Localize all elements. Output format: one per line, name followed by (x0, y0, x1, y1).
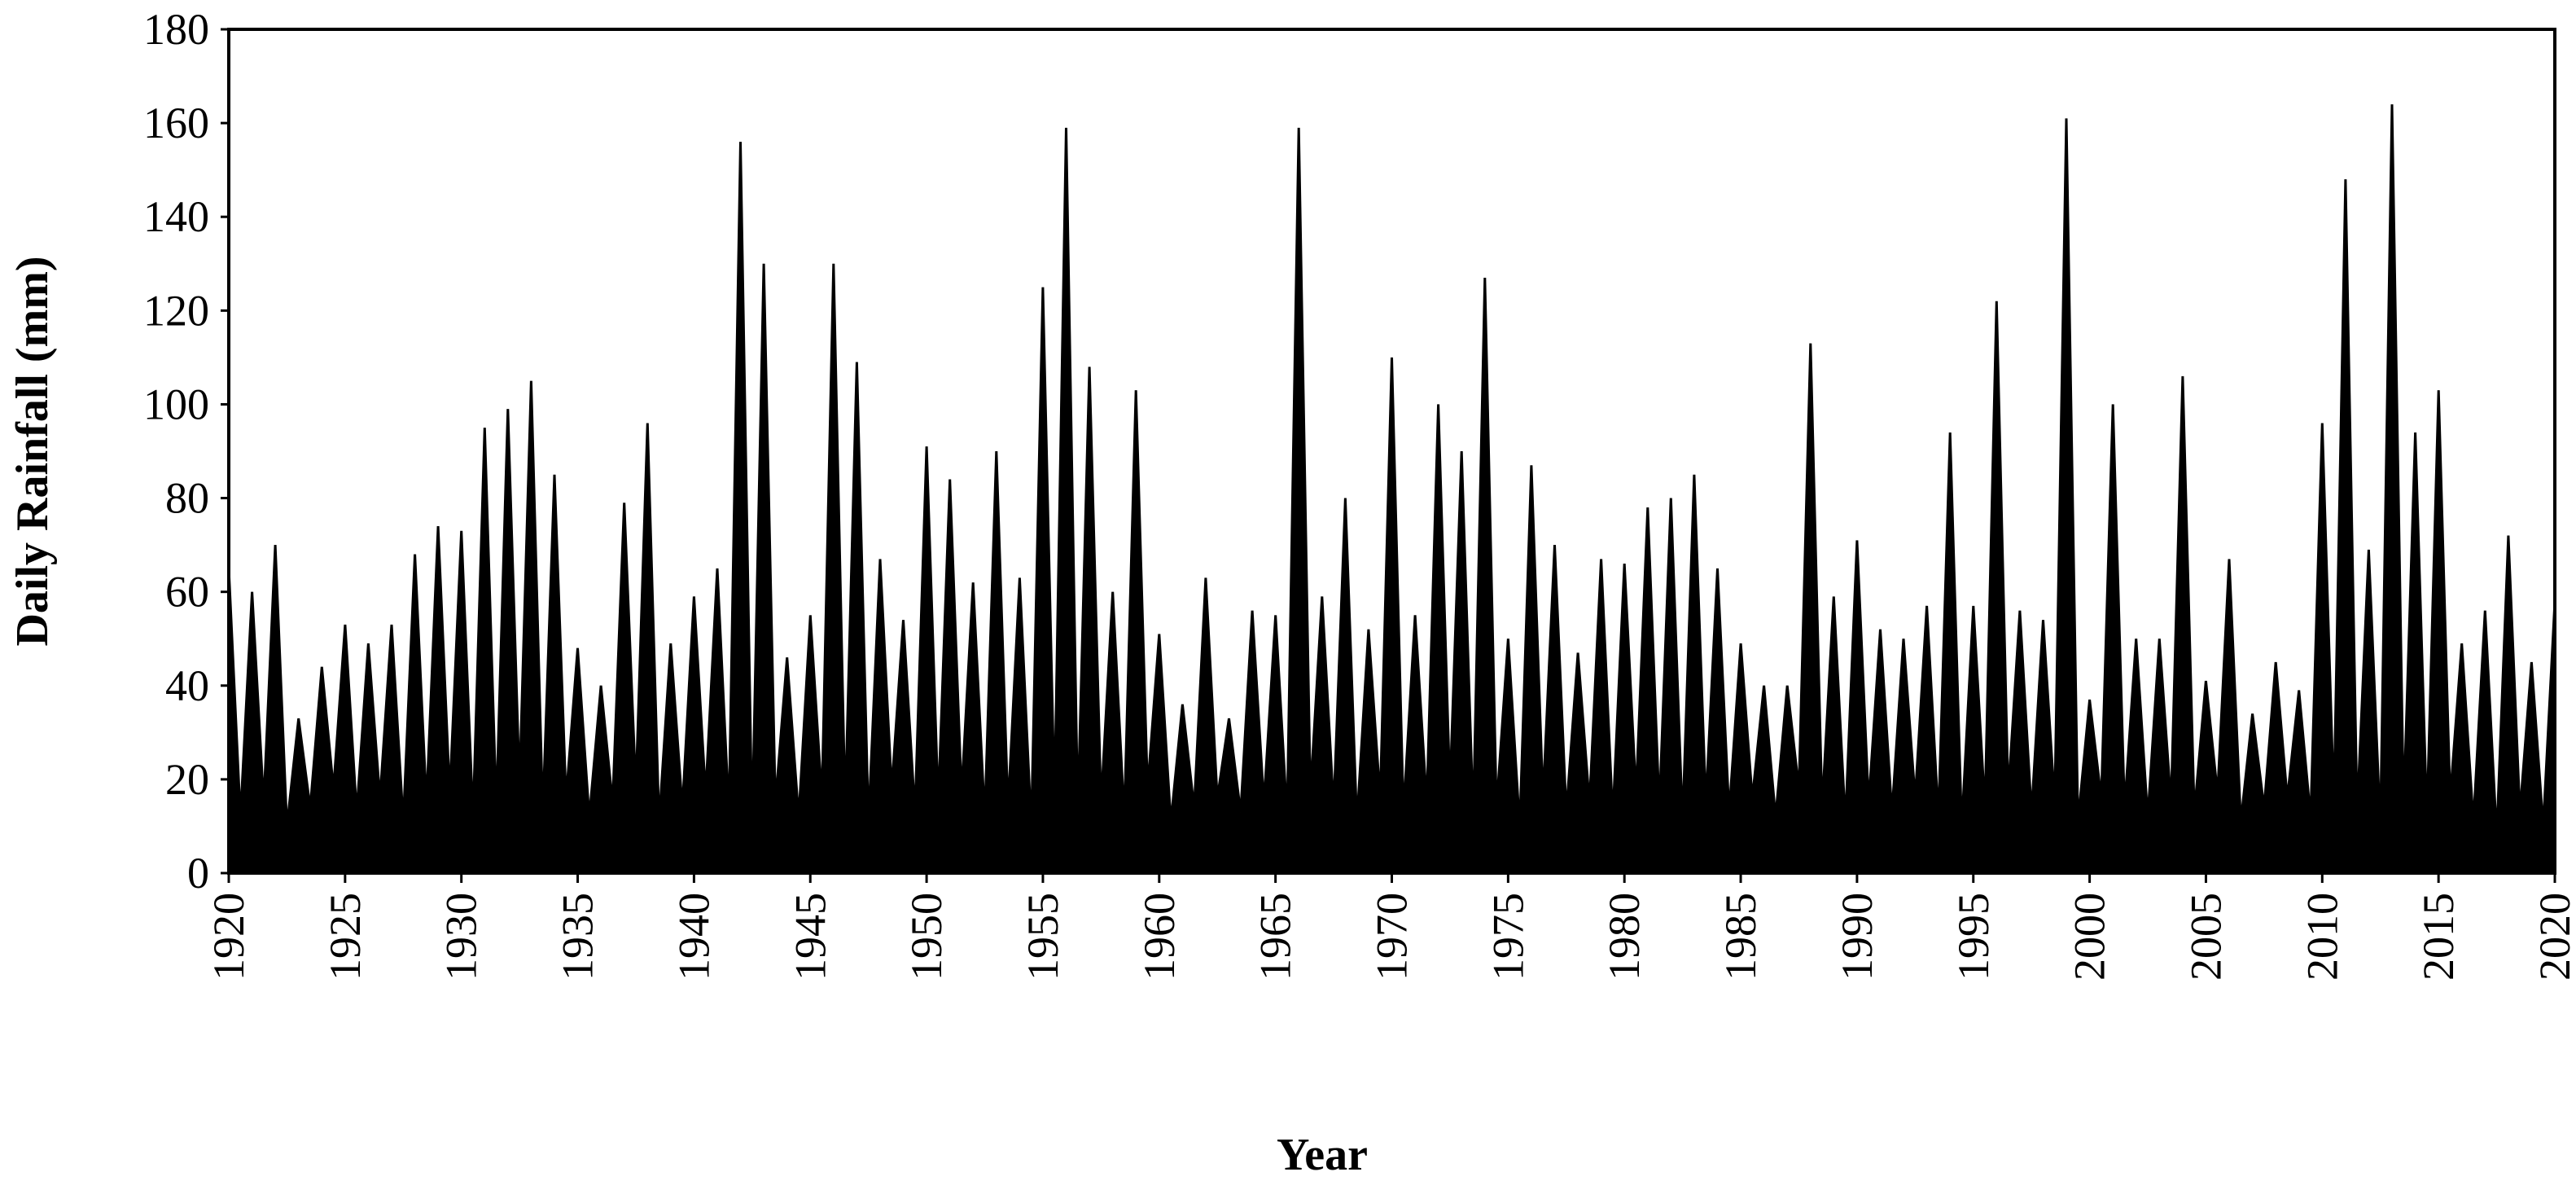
x-tick-label: 1955 (1019, 893, 1067, 981)
x-tick-label: 1975 (1483, 893, 1532, 981)
y-tick-label: 40 (165, 661, 209, 710)
x-tick-label: 2015 (2414, 893, 2463, 981)
x-tick-label: 1995 (1949, 893, 1998, 981)
x-axis-label: Year (1277, 1130, 1368, 1180)
x-tick-label: 2005 (2181, 893, 2230, 981)
x-tick-label: 1990 (1833, 893, 1882, 981)
x-tick-label: 1925 (321, 893, 370, 981)
x-tick-label: 1945 (786, 893, 835, 981)
y-tick-label: 20 (165, 755, 209, 804)
x-tick-label: 1960 (1135, 893, 1184, 981)
y-tick-label: 180 (143, 5, 209, 54)
x-tick-label: 1970 (1368, 893, 1417, 981)
y-tick-label: 0 (187, 849, 209, 898)
x-tick-label: 1935 (554, 893, 602, 981)
y-tick-label: 100 (143, 380, 209, 428)
y-tick-label: 60 (165, 568, 209, 617)
x-tick-label: 1940 (669, 893, 718, 981)
y-tick-label: 80 (165, 474, 209, 523)
x-tick-label: 1920 (204, 893, 253, 981)
y-tick-label: 140 (143, 192, 209, 241)
rainfall-area (227, 104, 2556, 875)
y-tick-label: 120 (143, 286, 209, 335)
y-axis-label: Daily Rainfall (mm) (7, 256, 58, 646)
x-tick-label: 1950 (902, 893, 951, 981)
x-tick-label: 1930 (437, 893, 486, 981)
x-tick-label: 2020 (2530, 893, 2576, 981)
x-tick-label: 1985 (1716, 893, 1765, 981)
x-tick-label: 1980 (1600, 893, 1649, 981)
x-tick-label: 2000 (2066, 893, 2114, 981)
x-tick-label: 1965 (1251, 893, 1300, 981)
y-tick-label: 160 (143, 99, 209, 147)
x-tick-label: 2010 (2298, 893, 2346, 981)
